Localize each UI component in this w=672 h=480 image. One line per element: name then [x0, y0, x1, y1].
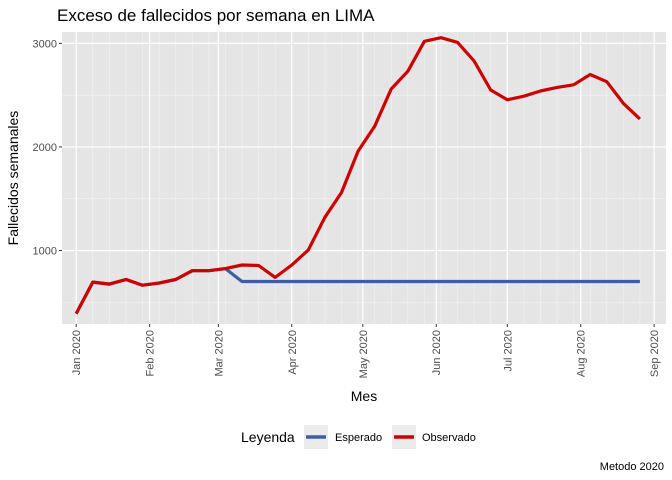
legend-title: Leyenda: [241, 429, 295, 445]
y-axis-title: Fallecidos semanales: [5, 111, 21, 246]
y-tick-label: 3000: [33, 38, 57, 50]
x-tick-label: Feb 2020: [145, 330, 157, 376]
x-axis-title: Mes: [351, 388, 377, 404]
y-tick-label: 1000: [33, 245, 57, 257]
x-tick-label: Jan 2020: [71, 330, 83, 375]
x-tick-label: Sep 2020: [649, 330, 661, 377]
x-tick-label: Jul 2020: [502, 330, 514, 372]
legend: Leyenda Esperado Observado: [241, 425, 476, 449]
y-axis: 1000 2000 3000: [33, 38, 62, 257]
x-tick-label: May 2020: [358, 330, 370, 378]
legend-label-esperado: Esperado: [335, 432, 382, 444]
series-line-observado: [74, 36, 641, 315]
x-tick-label: Mar 2020: [213, 330, 225, 376]
x-tick-label: Apr 2020: [287, 330, 299, 375]
y-tick-label: 2000: [33, 142, 57, 154]
chart-title: Exceso de fallecidos por semana en LIMA: [57, 6, 375, 25]
caption: Metodo 2020: [600, 461, 664, 473]
legend-label-observado: Observado: [422, 432, 476, 444]
grid-major: [62, 32, 666, 324]
x-tick-label: Jun 2020: [431, 330, 443, 375]
x-axis: Jan 2020 Feb 2020 Mar 2020 Apr 2020 May 2020…: [71, 324, 661, 378]
x-tick-label: Aug 2020: [576, 330, 588, 377]
series-lines: [74, 36, 641, 315]
plot-panel: [62, 32, 666, 324]
grid-minor: [62, 32, 666, 324]
